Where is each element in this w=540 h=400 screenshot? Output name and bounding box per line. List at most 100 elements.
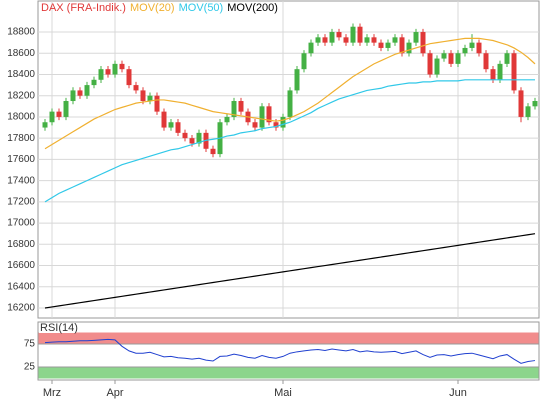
candle-body	[210, 148, 216, 155]
candle-body	[518, 90, 524, 117]
legend-label: MOV(50)	[179, 2, 224, 14]
candle-body	[350, 26, 356, 43]
y-tick-label: 75	[24, 339, 36, 350]
candle-body	[42, 122, 48, 128]
candle-body	[455, 53, 461, 64]
candle-body	[119, 63, 125, 70]
y-tick-label: 18400	[7, 69, 35, 80]
y-tick-label: 17400	[7, 175, 35, 186]
candle-body	[77, 90, 83, 96]
candle-body	[133, 85, 139, 91]
x-tick-label: Apr	[106, 387, 123, 399]
candle-body	[357, 26, 363, 43]
candle-body	[49, 111, 55, 123]
candle-body	[364, 37, 370, 43]
y-tick-label: 17000	[7, 218, 35, 229]
zone	[38, 367, 539, 379]
candle-body	[112, 63, 118, 75]
candle-body	[511, 53, 517, 91]
candle-body	[238, 101, 244, 112]
y-tick-label: 18600	[7, 48, 35, 59]
line-series	[44, 37, 536, 150]
candle-body	[315, 37, 321, 43]
candle-body	[413, 32, 419, 43]
candle-body	[392, 37, 398, 43]
candle-body	[126, 69, 132, 86]
candle-body	[84, 85, 90, 96]
candle-body	[189, 138, 195, 144]
candle-body	[441, 53, 447, 59]
candle-body	[168, 122, 174, 128]
candle-body	[308, 42, 314, 54]
candle-body	[385, 42, 391, 48]
y-tick-label: 16600	[7, 260, 35, 271]
candle-body	[476, 42, 482, 54]
line-series	[44, 338, 536, 364]
candle-body	[231, 101, 237, 117]
candle-body	[147, 95, 153, 102]
candle-body	[175, 122, 181, 133]
y-tick-label: 17800	[7, 133, 35, 144]
candle-body	[280, 116, 286, 128]
candle-body	[301, 53, 307, 70]
candle-body	[196, 132, 202, 144]
candle-body	[427, 53, 433, 75]
x-tick-label: Mrz	[43, 387, 61, 399]
y-tick-label: 16200	[7, 303, 35, 314]
candle-body	[287, 90, 293, 117]
candle-body	[70, 90, 76, 102]
candle-body	[154, 95, 160, 112]
candle-body	[378, 42, 384, 48]
candle-body	[182, 132, 188, 139]
candle-body	[399, 37, 405, 54]
y-tick-label: 16400	[7, 281, 35, 292]
candle-body	[490, 69, 496, 80]
candle-body	[532, 101, 538, 107]
legend-label: MOV(20)	[130, 2, 175, 14]
legend-label: MOV(200)	[227, 2, 278, 14]
y-tick-label: 16800	[7, 239, 35, 250]
line-series	[44, 233, 536, 309]
y-tick-label: 17600	[7, 154, 35, 165]
candle-body	[56, 111, 62, 117]
y-tick-label: 18000	[7, 112, 35, 123]
x-tick-label: Mai	[274, 387, 292, 399]
candle-body	[91, 79, 97, 86]
candle-body	[462, 47, 468, 54]
candle-body	[161, 111, 167, 128]
candle-body	[469, 42, 475, 48]
candle-body	[105, 69, 111, 75]
candle-body	[371, 37, 377, 43]
y-tick-label: 17200	[7, 196, 35, 207]
y-tick-label: 25	[24, 362, 36, 373]
label-bg	[39, 323, 75, 333]
candle-body	[140, 90, 146, 102]
candle-body	[329, 32, 335, 43]
candle-body	[63, 101, 69, 117]
candle-body	[273, 122, 279, 128]
candle-body	[483, 53, 489, 70]
candle-body	[252, 122, 258, 128]
candle-body	[224, 116, 230, 123]
panel-title: RSI(14)	[40, 322, 78, 334]
candle-body	[322, 37, 328, 43]
candle-body	[343, 37, 349, 43]
y-tick-label: 18200	[7, 90, 35, 101]
zone	[38, 332, 539, 344]
candle-body	[525, 106, 531, 117]
candle-body	[336, 32, 342, 38]
line-series	[44, 79, 535, 203]
candle-body	[294, 69, 300, 91]
candle-body	[266, 106, 272, 123]
candle-body	[448, 53, 454, 64]
candle-body	[259, 106, 265, 128]
candle-body	[406, 42, 412, 54]
candle-body	[98, 69, 104, 80]
y-tick-label: 18800	[7, 27, 35, 38]
candle-body	[497, 63, 503, 80]
candle-body	[504, 53, 510, 64]
candle-body	[420, 32, 426, 54]
candle-body	[434, 58, 440, 75]
legend-label: DAX (FRA-Indik.)	[41, 2, 126, 14]
